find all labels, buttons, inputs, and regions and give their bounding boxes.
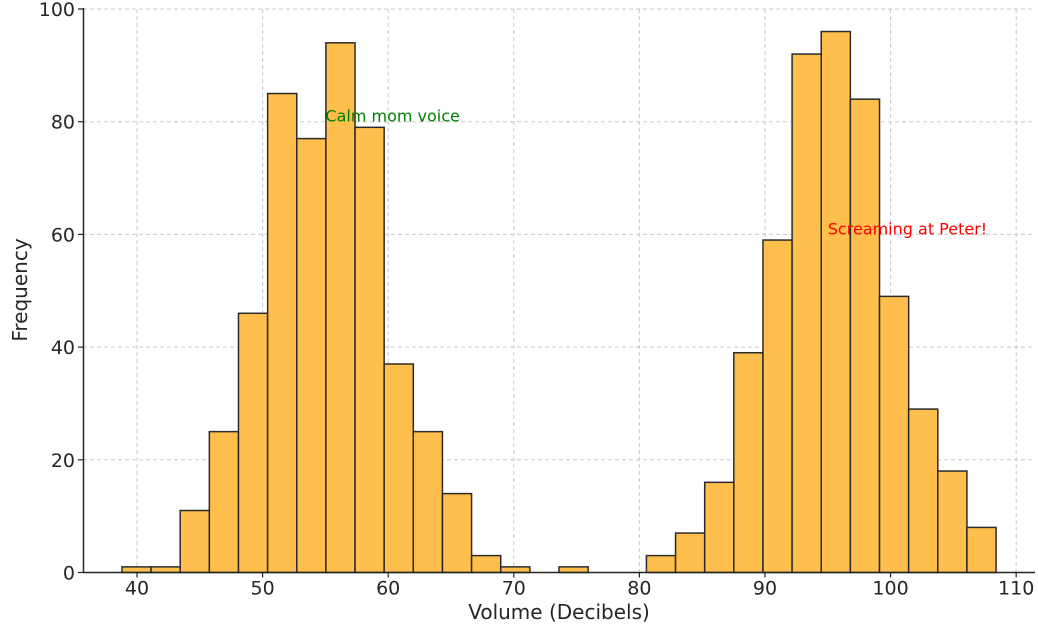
x-tick-label: 110 — [998, 578, 1034, 600]
histogram-bar — [470, 554, 502, 574]
histogram-bar — [325, 42, 356, 574]
histogram-bar — [703, 481, 735, 574]
x-tick-label: 60 — [376, 578, 400, 600]
histogram-bar — [820, 30, 852, 574]
annotations: Calm mom voice Screaming at Peter! — [325, 107, 987, 239]
histogram-bar — [878, 295, 910, 574]
x-tick-label: 70 — [502, 578, 526, 600]
axes — [82, 8, 1035, 574]
histogram-bar — [733, 351, 764, 574]
x-tick-label: 100 — [872, 578, 908, 600]
x-axis-title: Volume (Decibels) — [468, 600, 650, 624]
y-tick-label: 60 — [51, 224, 75, 246]
histogram-bar — [966, 526, 997, 574]
y-axis-title: Frequency — [8, 238, 32, 341]
histogram-bar — [791, 53, 822, 574]
y-tick-label: 40 — [51, 337, 75, 359]
histogram-bar — [412, 430, 444, 574]
histogram-bar — [849, 98, 881, 574]
chart-annotation: Calm mom voice — [325, 107, 459, 126]
histogram-bar — [354, 126, 385, 574]
histogram-bar — [179, 509, 211, 574]
histogram-bar — [208, 430, 240, 574]
histogram-bar — [907, 408, 939, 574]
histogram-bar — [121, 566, 152, 574]
histogram-bars — [121, 30, 997, 574]
histogram-bar — [266, 92, 298, 574]
tick-labels: 40 50 60 70 80 90 100 110 0 20 40 60 80 100 — [39, 0, 1035, 600]
histogram-bar — [150, 566, 181, 574]
histogram-bar — [558, 566, 589, 574]
histogram-bar — [499, 566, 531, 574]
y-tick-label: 0 — [63, 563, 75, 585]
chart-annotation: Screaming at Peter! — [828, 219, 987, 238]
x-tick-label: 40 — [125, 578, 149, 600]
x-tick-label: 80 — [627, 578, 651, 600]
y-tick-label: 100 — [39, 0, 75, 21]
histogram-bar — [441, 492, 473, 574]
histogram-bar — [296, 137, 327, 574]
histogram-bar — [937, 470, 968, 574]
y-tick-label: 80 — [51, 112, 75, 134]
x-tick-label: 90 — [753, 578, 777, 600]
histogram-bar — [383, 363, 415, 574]
histogram-bar — [762, 239, 793, 574]
histogram-bar — [237, 312, 269, 574]
y-tick-label: 20 — [51, 450, 75, 472]
x-tick-label: 50 — [251, 578, 275, 600]
histogram-bar — [674, 532, 706, 574]
histogram-bar — [645, 554, 677, 574]
